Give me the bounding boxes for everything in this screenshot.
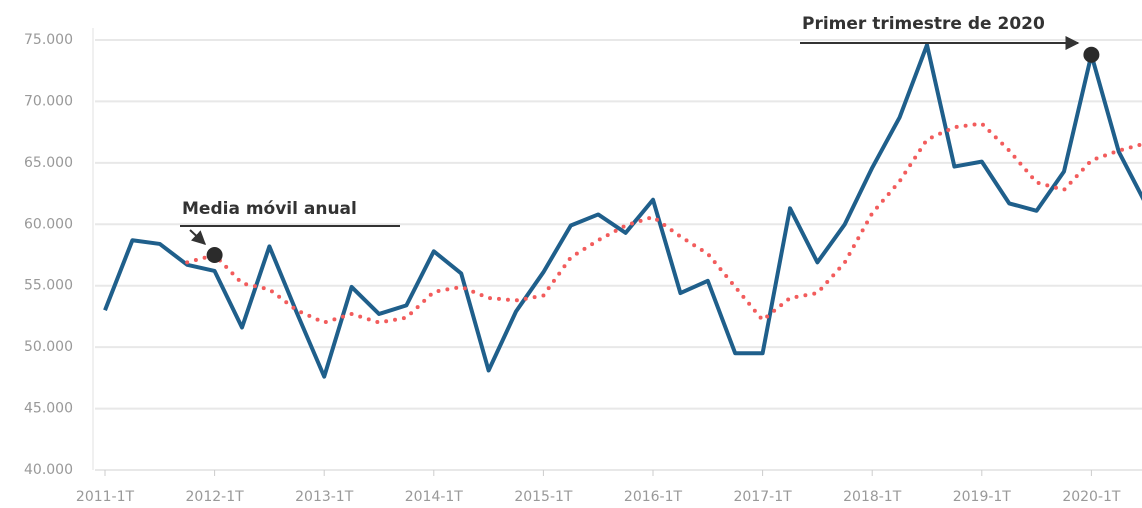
annotation-dot — [206, 247, 223, 263]
x-tick-label: 2015-1T — [514, 489, 573, 505]
y-tick-label: 60.000 — [24, 216, 73, 232]
y-tick-label: 45.000 — [24, 401, 73, 417]
y-tick-label: 55.000 — [24, 278, 73, 294]
annotation: Media móvil anual Primer trimestre de 20… — [180, 14, 1080, 245]
x-tick-label: 2016-1T — [624, 489, 683, 505]
y-tick-label: 50.000 — [24, 339, 73, 355]
x-tick-label: 2013-1T — [295, 489, 354, 505]
y-tick-label: 40.000 — [24, 462, 73, 478]
x-tick-label: 2018-1T — [843, 489, 902, 505]
annotation-text: Primer trimestre de 2020 — [802, 14, 1045, 34]
annotation-arrow — [189, 229, 207, 245]
x-tick-label: 2011-1T — [76, 489, 135, 505]
x-tick-label: 2014-1T — [405, 489, 464, 505]
x-tick-label: 2017-1T — [734, 489, 793, 505]
annotation-text: Media móvil anual — [182, 199, 357, 219]
x-tick-label: 2012-1T — [186, 489, 245, 505]
x-tick-label: 2020-1T — [1062, 489, 1121, 505]
y-tick-label: 65.000 — [24, 155, 73, 171]
x-tick-label: 2019-1T — [953, 489, 1012, 505]
y-tick-label: 70.000 — [24, 93, 73, 109]
series-line — [185, 121, 1142, 325]
y-tick-label: 75.000 — [24, 32, 73, 48]
annotation-dot — [1083, 46, 1100, 63]
series-line — [103, 42, 1142, 379]
